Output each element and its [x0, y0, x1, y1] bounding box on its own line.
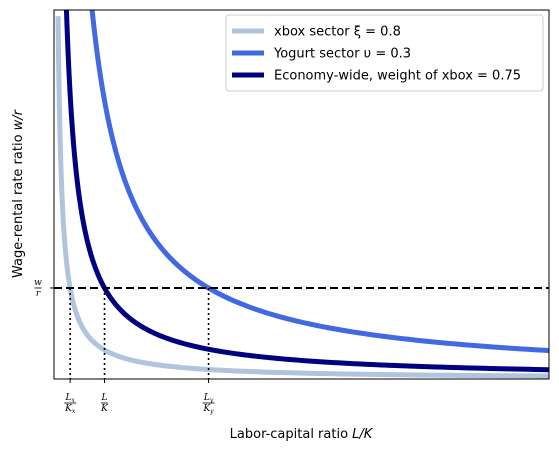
plot-frame [53, 9, 550, 380]
y-axis-label: Wage-rental rate ratio w/r [11, 108, 26, 278]
series-line-2 [89, 10, 549, 354]
legend-box [225, 14, 544, 92]
legend-label-1: xbox sector ξ = 0.8 [274, 25, 401, 40]
guides [54, 286, 549, 379]
x-axis-label: Labor-capital ratio L/K [230, 427, 374, 442]
x-tick-label-2: LK [100, 393, 109, 414]
series-line-1 [55, 16, 549, 379]
x-tick-label-1-den: Kx [64, 404, 76, 415]
x-tick-label-2-den: K [100, 404, 109, 414]
curves [55, 10, 549, 379]
x-tick-label-2-num: L [101, 393, 108, 403]
y-tick-label: wr [34, 278, 42, 299]
y-tick-label-den: r [36, 289, 41, 299]
y-tick-label-num: w [34, 278, 42, 288]
legend: xbox sector ξ = 0.8 Yogurt sector υ = 0.3… [225, 14, 544, 92]
x-tick-label-3-den: Ky [202, 404, 214, 415]
series-line-3 [63, 10, 549, 373]
legend-label-2: Yogurt sector υ = 0.3 [273, 47, 411, 62]
x-tick-label-1-num: Lx [64, 393, 75, 404]
legend-label-3: Economy-wide, weight of xbox = 0.75 [274, 69, 521, 84]
x-tick-label-3-num: Ly [203, 393, 214, 404]
